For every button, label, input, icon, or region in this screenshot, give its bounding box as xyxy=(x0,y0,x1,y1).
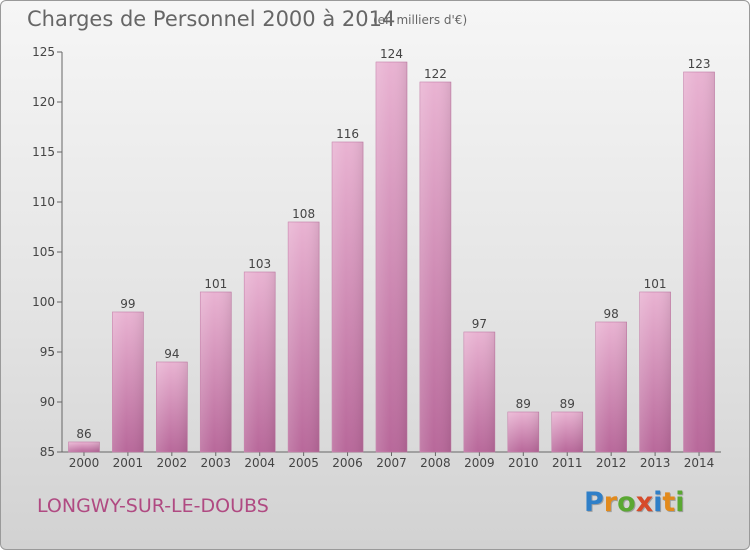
bar-shine-2001 xyxy=(112,312,144,452)
x-tick-label: 2000 xyxy=(69,456,100,470)
value-label: 94 xyxy=(164,347,179,361)
y-tick-label: 110 xyxy=(32,195,55,209)
bar-shine-2005 xyxy=(288,222,320,452)
logo-letter: r xyxy=(603,487,618,518)
value-label: 101 xyxy=(644,277,667,291)
logo-letter: i xyxy=(675,487,685,518)
chart-subtitle: (en milliers d'€) xyxy=(373,13,468,27)
bar-shine-2014 xyxy=(683,72,715,452)
value-label: 86 xyxy=(76,427,91,441)
x-tick-label: 2005 xyxy=(288,456,319,470)
x-tick-label: 2004 xyxy=(244,456,275,470)
x-tick-label: 2002 xyxy=(157,456,188,470)
bars xyxy=(68,61,715,453)
x-tick-label: 2010 xyxy=(508,456,539,470)
y-tick-label: 120 xyxy=(32,95,55,109)
value-label: 124 xyxy=(380,47,403,61)
logo-letter: t xyxy=(662,487,676,518)
x-tick-label: 2013 xyxy=(640,456,671,470)
bar-shine-2003 xyxy=(200,292,232,452)
commune-name: LONGWY-SUR-LE-DOUBS xyxy=(37,495,269,517)
value-label: 97 xyxy=(472,317,487,331)
y-tick-label: 100 xyxy=(32,295,55,309)
logo-letter: i xyxy=(653,487,663,518)
value-label: 122 xyxy=(424,67,447,81)
bar-shine-2011 xyxy=(551,412,583,452)
y-tick-label: 115 xyxy=(32,145,55,159)
x-tick-label: 2014 xyxy=(684,456,715,470)
y-tick-label: 95 xyxy=(40,345,55,359)
bar-shine-2013 xyxy=(639,292,671,452)
bar-shine-2006 xyxy=(332,142,364,452)
logo-letter: P xyxy=(584,487,604,518)
value-label: 116 xyxy=(336,127,359,141)
x-tick-label: 2001 xyxy=(113,456,144,470)
bar-shine-2002 xyxy=(156,362,188,452)
y-tick-label: 85 xyxy=(40,445,55,459)
bar-shine-2007 xyxy=(376,62,407,452)
y-tick-label: 90 xyxy=(40,395,55,409)
x-tick-label: 2009 xyxy=(464,456,495,470)
x-tick-label: 2008 xyxy=(420,456,451,470)
x-tick-label: 2006 xyxy=(332,456,363,470)
y-tick-label: 125 xyxy=(32,45,55,59)
bar-shine-2004 xyxy=(244,272,276,452)
bar-shine-2000 xyxy=(68,442,100,452)
x-tick-label: 2003 xyxy=(200,456,231,470)
value-label: 101 xyxy=(204,277,227,291)
value-label: 89 xyxy=(560,397,575,411)
value-label: 99 xyxy=(120,297,135,311)
value-labels: 86 99 94 101 103 108 116 124 122 97 89 89 98 101 123 xyxy=(76,47,710,441)
proxiti-logo: Proxiti xyxy=(584,487,685,518)
bar-shine-2009 xyxy=(463,332,495,452)
logo-letter: x xyxy=(635,487,654,518)
value-label: 89 xyxy=(516,397,531,411)
bar-shine-2012 xyxy=(595,322,627,452)
value-label: 98 xyxy=(604,307,619,321)
bar-shine-2008 xyxy=(419,82,451,452)
x-tick-label: 2007 xyxy=(376,456,407,470)
chart-title: Charges de Personnel 2000 à 2014 xyxy=(27,7,396,31)
bar-shine-2010 xyxy=(507,412,539,452)
y-tick-label: 105 xyxy=(32,245,55,259)
axes: 85 90 95 100 105 110 115 120 125 2000 2001 2002 2003… xyxy=(32,45,721,470)
x-tick-label: 2012 xyxy=(596,456,627,470)
x-tick-label: 2011 xyxy=(552,456,583,470)
logo-letter: o xyxy=(617,487,636,518)
value-label: 108 xyxy=(292,207,315,221)
value-label: 103 xyxy=(248,257,271,271)
value-label: 123 xyxy=(688,57,711,71)
